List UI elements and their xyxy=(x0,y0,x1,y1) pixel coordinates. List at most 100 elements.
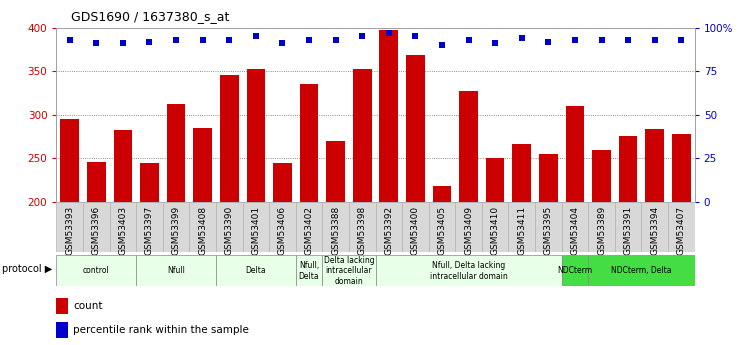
Point xyxy=(622,37,634,42)
Point xyxy=(143,39,155,44)
Text: GSM53400: GSM53400 xyxy=(411,206,420,255)
Text: GSM53403: GSM53403 xyxy=(119,206,128,255)
Text: GSM53390: GSM53390 xyxy=(225,206,234,255)
Bar xyxy=(402,202,429,252)
Bar xyxy=(83,202,110,252)
Bar xyxy=(163,202,189,252)
Bar xyxy=(189,202,216,252)
Bar xyxy=(193,128,212,345)
Text: GSM53404: GSM53404 xyxy=(571,206,580,255)
Point xyxy=(117,40,129,46)
Point xyxy=(596,37,608,42)
Point xyxy=(409,33,421,39)
Bar xyxy=(455,202,482,252)
Text: GSM53391: GSM53391 xyxy=(623,206,632,255)
Point xyxy=(436,42,448,48)
Point xyxy=(90,40,102,46)
Text: GSM53410: GSM53410 xyxy=(490,206,499,255)
Text: GSM53393: GSM53393 xyxy=(65,206,74,255)
Bar xyxy=(56,322,68,338)
Point xyxy=(170,37,182,42)
Text: count: count xyxy=(74,301,103,311)
Point xyxy=(516,35,528,41)
Text: GSM53389: GSM53389 xyxy=(597,206,606,255)
Bar xyxy=(322,255,376,286)
Bar xyxy=(406,56,425,345)
Text: GSM53409: GSM53409 xyxy=(464,206,473,255)
Text: GSM53405: GSM53405 xyxy=(438,206,447,255)
Point xyxy=(383,30,395,36)
Bar xyxy=(460,91,478,345)
Bar xyxy=(87,162,106,345)
Bar xyxy=(56,255,136,286)
Bar xyxy=(668,202,695,252)
Bar xyxy=(113,129,132,345)
Bar xyxy=(273,164,291,345)
Bar xyxy=(216,255,296,286)
Bar xyxy=(296,255,322,286)
Bar xyxy=(140,164,158,345)
Text: Delta: Delta xyxy=(246,266,266,275)
Bar xyxy=(562,255,588,286)
Bar xyxy=(482,202,508,252)
Point xyxy=(197,37,209,42)
Text: GSM53392: GSM53392 xyxy=(385,206,394,255)
Bar xyxy=(60,119,79,345)
Bar xyxy=(353,69,372,345)
Text: NDCterm: NDCterm xyxy=(557,266,593,275)
Point xyxy=(649,37,661,42)
Bar xyxy=(376,255,562,286)
Bar xyxy=(300,84,318,345)
Text: GSM53394: GSM53394 xyxy=(650,206,659,255)
Text: GSM53407: GSM53407 xyxy=(677,206,686,255)
Bar xyxy=(539,154,558,345)
Bar xyxy=(110,202,136,252)
Bar xyxy=(512,144,531,345)
Bar xyxy=(562,202,588,252)
Bar xyxy=(672,134,691,345)
Bar xyxy=(379,30,398,345)
Text: GSM53395: GSM53395 xyxy=(544,206,553,255)
Bar xyxy=(216,202,243,252)
Bar xyxy=(326,141,345,345)
Text: control: control xyxy=(83,266,110,275)
Text: Nfull,
Delta: Nfull, Delta xyxy=(299,261,319,280)
Point xyxy=(542,39,554,44)
Text: GSM53401: GSM53401 xyxy=(252,206,261,255)
Text: GSM53411: GSM53411 xyxy=(517,206,526,255)
Bar xyxy=(588,202,615,252)
Bar xyxy=(243,202,269,252)
Bar xyxy=(566,106,584,345)
Text: GSM53399: GSM53399 xyxy=(171,206,180,255)
Text: Nfull: Nfull xyxy=(167,266,185,275)
Bar xyxy=(56,202,83,252)
Bar xyxy=(322,202,349,252)
Bar xyxy=(296,202,322,252)
Text: GSM53406: GSM53406 xyxy=(278,206,287,255)
Bar xyxy=(56,298,68,314)
Bar xyxy=(376,202,402,252)
Point xyxy=(303,37,315,42)
Bar xyxy=(433,186,451,345)
Bar xyxy=(619,137,638,345)
Point xyxy=(223,37,235,42)
Text: GDS1690 / 1637380_s_at: GDS1690 / 1637380_s_at xyxy=(71,10,230,23)
Bar xyxy=(349,202,376,252)
Point xyxy=(675,37,687,42)
Point xyxy=(276,40,288,46)
Point xyxy=(330,37,342,42)
Text: GSM53402: GSM53402 xyxy=(304,206,313,255)
Point xyxy=(489,40,501,46)
Text: GSM53408: GSM53408 xyxy=(198,206,207,255)
Bar xyxy=(136,202,163,252)
Text: GSM53388: GSM53388 xyxy=(331,206,340,255)
Bar xyxy=(508,202,535,252)
Point xyxy=(64,37,76,42)
Bar xyxy=(486,158,505,345)
Point xyxy=(356,33,368,39)
Bar xyxy=(588,255,695,286)
Bar xyxy=(269,202,296,252)
Text: GSM53397: GSM53397 xyxy=(145,206,154,255)
Bar xyxy=(593,150,611,345)
Text: percentile rank within the sample: percentile rank within the sample xyxy=(74,325,249,335)
